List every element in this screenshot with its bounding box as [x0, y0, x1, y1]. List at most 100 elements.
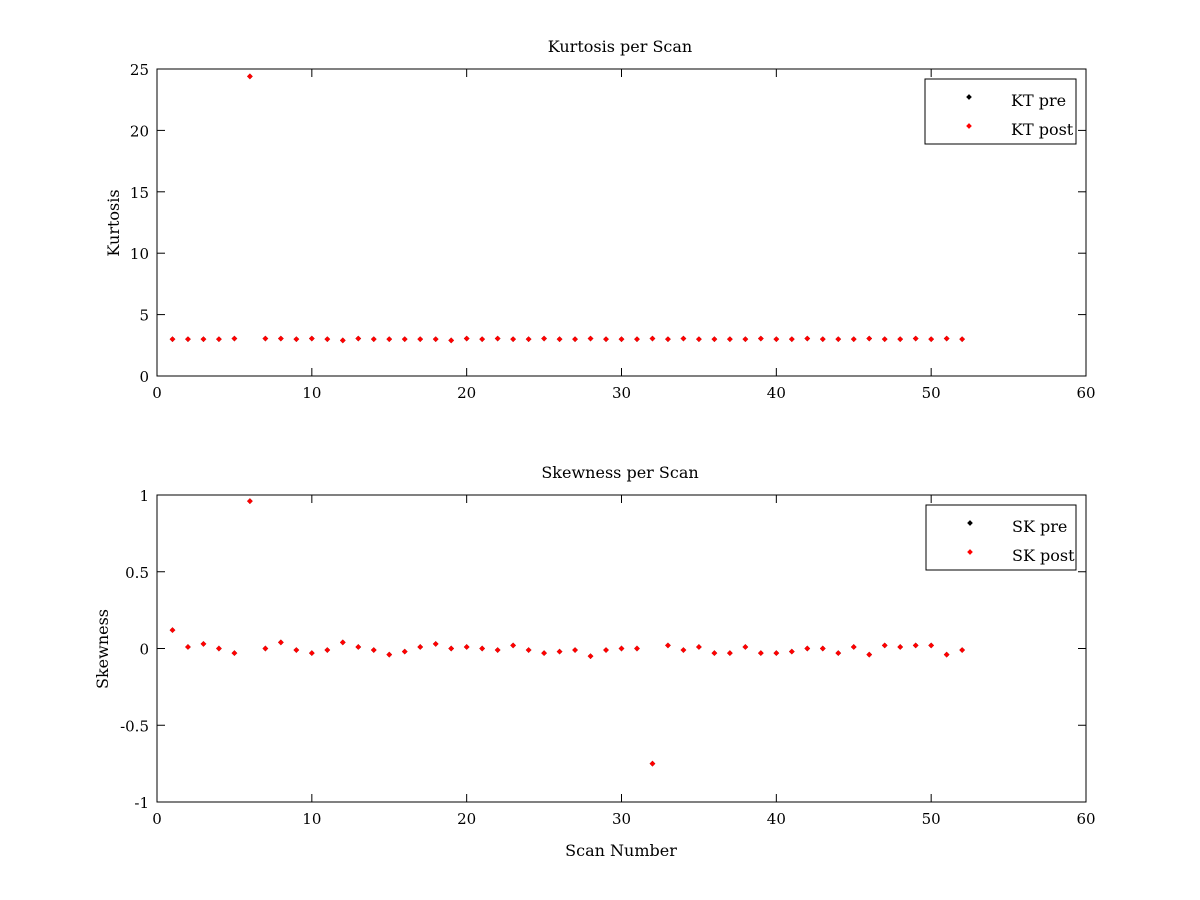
data-point-sk-post: [510, 642, 516, 649]
data-point-sk-post: [463, 644, 470, 650]
y-tick-label: 15: [130, 184, 149, 202]
data-point-sk-post: [727, 650, 733, 656]
data-point-sk-post: [386, 651, 393, 658]
data-point-kt-post: [370, 336, 377, 342]
data-point-kt-post: [819, 336, 826, 342]
y-axis-label: Skewness: [93, 609, 112, 689]
data-point-kt-post: [525, 336, 532, 342]
data-point-sk-post: [417, 644, 424, 650]
data-point-kt-post: [169, 336, 176, 342]
data-point-kt-post: [618, 336, 625, 342]
x-tick-label: 10: [302, 810, 321, 828]
legend-marker: [967, 549, 973, 555]
data-point-kt-post: [928, 336, 934, 342]
y-tick-label: -0.5: [120, 717, 149, 735]
y-tick-label: 20: [130, 122, 149, 140]
y-tick-label: 10: [130, 245, 149, 263]
x-tick-label: 60: [1076, 384, 1095, 402]
data-point-kt-post: [727, 336, 733, 342]
data-point-kt-post: [773, 336, 780, 342]
data-point-sk-post: [587, 653, 594, 660]
data-point-sk-post: [216, 645, 222, 652]
data-point-kt-post: [247, 73, 253, 80]
data-point-sk-post: [278, 639, 284, 646]
data-point-sk-post: [943, 651, 950, 658]
x-tick-label: 30: [612, 810, 631, 828]
x-tick-label: 20: [457, 810, 476, 828]
data-point-kt-post: [309, 335, 315, 342]
data-point-sk-post: [804, 645, 811, 652]
data-point-kt-post: [401, 336, 408, 342]
legend-label: SK pre: [1012, 517, 1067, 536]
data-point-sk-post: [247, 498, 253, 504]
x-axis-label: Scan Number: [565, 841, 677, 860]
data-point-sk-post: [541, 650, 547, 656]
data-point-sk-post: [185, 644, 191, 650]
data-point-kt-post: [417, 336, 424, 342]
data-point-kt-post: [216, 336, 222, 342]
data-point-sk-post: [696, 644, 702, 650]
x-tick-label: 40: [767, 810, 786, 828]
data-point-kt-post: [804, 335, 811, 342]
legend-label: KT pre: [1011, 91, 1066, 110]
x-tick-label: 0: [152, 810, 162, 828]
chart-title: Kurtosis per Scan: [548, 37, 692, 56]
y-tick-label: 25: [130, 61, 149, 79]
data-point-kt-post: [278, 335, 284, 342]
data-point-kt-post: [634, 336, 640, 342]
data-point-sk-post: [309, 650, 315, 656]
legend-label: SK post: [1012, 546, 1075, 565]
data-point-kt-post: [324, 336, 331, 342]
y-tick-label: 0: [139, 641, 149, 659]
legend: KT pre KT post: [924, 78, 1077, 145]
data-point-sk-post: [448, 645, 455, 652]
skewness-chart: Skewness per Scan Scan Number Skewness 0…: [93, 463, 1096, 860]
data-point-kt-post: [665, 336, 671, 342]
data-point-sk-post: [649, 760, 656, 767]
data-point-sk-post: [897, 644, 904, 650]
data-point-kt-post: [912, 335, 919, 342]
kurtosis-chart: Kurtosis per Scan Kurtosis 0 10 20 30 40 50 60…: [104, 37, 1096, 402]
axis-ticks: [156, 68, 1087, 377]
legend-marker: [966, 123, 972, 129]
data-point-sk-post: [680, 647, 687, 653]
x-tick-label: 0: [152, 384, 162, 402]
x-tick-label: 50: [922, 810, 941, 828]
data-point-kt-post: [494, 335, 501, 342]
data-point-sk-post: [556, 648, 563, 655]
data-point-kt-post: [479, 336, 485, 342]
data-point-kt-post: [850, 336, 857, 342]
data-point-kt-post: [711, 336, 718, 342]
data-point-sk-post: [835, 650, 842, 656]
data-point-sk-post: [479, 645, 485, 652]
data-point-kt-post: [572, 336, 578, 342]
data-point-sk-post: [432, 641, 439, 647]
data-point-kt-post: [897, 336, 904, 342]
data-point-kt-post: [231, 335, 238, 342]
y-tick-labels: 0 5 10 15 20 25: [130, 61, 149, 386]
data-point-sk-post: [324, 647, 331, 653]
legend-label: KT post: [1011, 120, 1074, 139]
data-point-sk-post: [665, 642, 671, 649]
data-point-kt-post: [742, 336, 749, 342]
data-point-sk-post: [169, 627, 176, 633]
data-point-sk-post: [618, 645, 625, 652]
data-point-sk-post: [788, 648, 795, 655]
data-point-sk-post: [293, 647, 300, 653]
y-axis-label: Kurtosis: [104, 189, 123, 256]
data-point-sk-post: [634, 645, 640, 652]
x-tick-labels: 0 10 20 30 40 50 60: [152, 384, 1095, 402]
data-point-sk-post: [603, 647, 609, 653]
data-point-sk-post: [959, 647, 965, 653]
data-point-sk-post: [339, 639, 346, 646]
data-point-sk-post: [200, 641, 207, 647]
data-point-kt-post: [355, 335, 362, 342]
data-point-sk-post: [370, 647, 377, 653]
data-point-kt-post: [556, 336, 563, 342]
data-points: [169, 73, 965, 344]
data-point-kt-post: [463, 335, 470, 342]
data-point-sk-post: [758, 650, 764, 656]
x-tick-labels: 0 10 20 30 40 50 60: [152, 810, 1095, 828]
legend-marker: [967, 520, 973, 526]
data-point-kt-post: [587, 335, 594, 342]
